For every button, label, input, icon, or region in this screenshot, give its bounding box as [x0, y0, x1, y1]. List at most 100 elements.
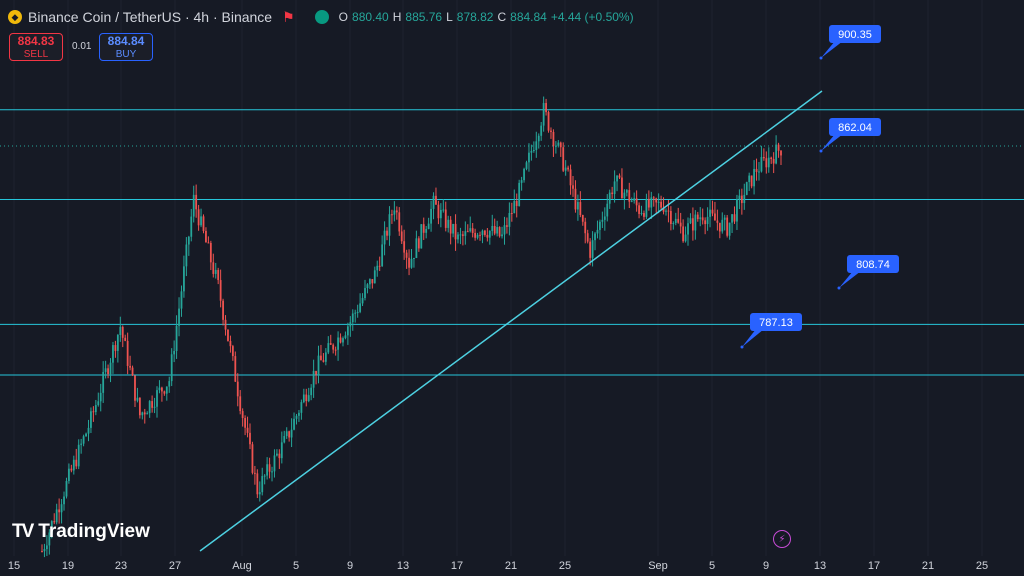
candle [41, 544, 43, 553]
candle [758, 162, 760, 181]
candle [124, 334, 127, 342]
candle [567, 165, 570, 172]
candle [342, 336, 344, 347]
candle [510, 202, 513, 222]
candle [322, 353, 325, 363]
candle [579, 191, 582, 218]
level-callout[interactable]: 787.13 [740, 313, 803, 349]
candle [655, 197, 658, 213]
candle [126, 332, 129, 375]
candle [87, 419, 90, 442]
x-tick-label: 13 [814, 560, 826, 572]
candle [283, 430, 286, 444]
candle [351, 309, 354, 331]
candle [616, 175, 618, 192]
candle [444, 201, 447, 232]
candle [422, 217, 425, 240]
x-tick-label: 19 [62, 560, 74, 572]
sell-button[interactable]: 884.83 SELL [9, 33, 63, 61]
candle [241, 408, 244, 427]
candle [104, 360, 107, 379]
candle [271, 466, 273, 482]
candle [290, 418, 293, 448]
candle [207, 236, 210, 244]
candle [183, 255, 185, 298]
candle [337, 331, 339, 361]
candle [410, 249, 413, 269]
candle [672, 221, 675, 230]
tradingview-logo[interactable]: TV TradingView [12, 521, 150, 543]
level-callout[interactable]: 862.04 [819, 118, 882, 153]
candle [200, 208, 202, 228]
candle [420, 224, 423, 249]
candle [513, 189, 516, 214]
tradingview-logo-icon: TV [12, 521, 34, 542]
candle [417, 236, 420, 252]
candle [381, 235, 384, 268]
candle [327, 336, 330, 355]
candle [738, 189, 741, 210]
candle [528, 143, 530, 172]
candle [85, 432, 87, 437]
candle [366, 283, 369, 294]
candle [488, 230, 491, 245]
candle [94, 399, 97, 416]
candle [454, 214, 457, 251]
candle [219, 269, 222, 308]
candle [151, 395, 154, 413]
candle [180, 285, 183, 317]
candle [554, 141, 557, 154]
candle [643, 210, 645, 221]
candle [491, 214, 494, 236]
buy-button[interactable]: 884.84 BUY [99, 33, 153, 61]
horizontal-levels [0, 109, 1024, 376]
candle [163, 390, 166, 396]
candle [532, 141, 535, 153]
candle [63, 491, 65, 511]
flag-icon[interactable]: ⚑ [282, 8, 295, 25]
candle [574, 180, 577, 213]
candle [403, 229, 406, 260]
candle [99, 383, 102, 412]
candle [229, 335, 232, 353]
candle [437, 200, 440, 225]
candle [134, 375, 136, 407]
candle [711, 200, 714, 217]
symbol-title[interactable]: Binance Coin / TetherUS · 4h · Binance [28, 9, 273, 25]
candle [464, 221, 467, 245]
candle [635, 190, 638, 212]
candle [760, 145, 763, 173]
candle [58, 498, 61, 524]
candle [471, 222, 474, 238]
candle [594, 231, 596, 251]
candle [273, 449, 276, 478]
candle [564, 160, 567, 176]
eye-icon[interactable] [314, 10, 329, 24]
candle [386, 227, 388, 241]
candle [307, 387, 310, 403]
candle [398, 207, 401, 236]
candle [461, 230, 464, 246]
level-callout-label: 900.35 [838, 29, 872, 41]
candle [315, 370, 317, 385]
candle [630, 197, 633, 203]
candle [244, 415, 247, 436]
candle [80, 438, 83, 454]
candle [293, 412, 295, 431]
candle [596, 220, 599, 239]
lightning-icon[interactable]: ⚡ [773, 530, 791, 548]
candle [694, 210, 697, 240]
candle [285, 427, 288, 439]
candle [356, 304, 359, 318]
candle [447, 215, 450, 233]
candle [68, 463, 70, 484]
candle [346, 322, 349, 345]
candle [121, 325, 124, 348]
level-callout[interactable]: 900.35 [819, 25, 882, 60]
candle [496, 220, 499, 237]
level-callout[interactable]: 808.74 [837, 255, 900, 290]
candle [395, 206, 398, 220]
candle [205, 227, 207, 243]
candle [750, 175, 753, 189]
